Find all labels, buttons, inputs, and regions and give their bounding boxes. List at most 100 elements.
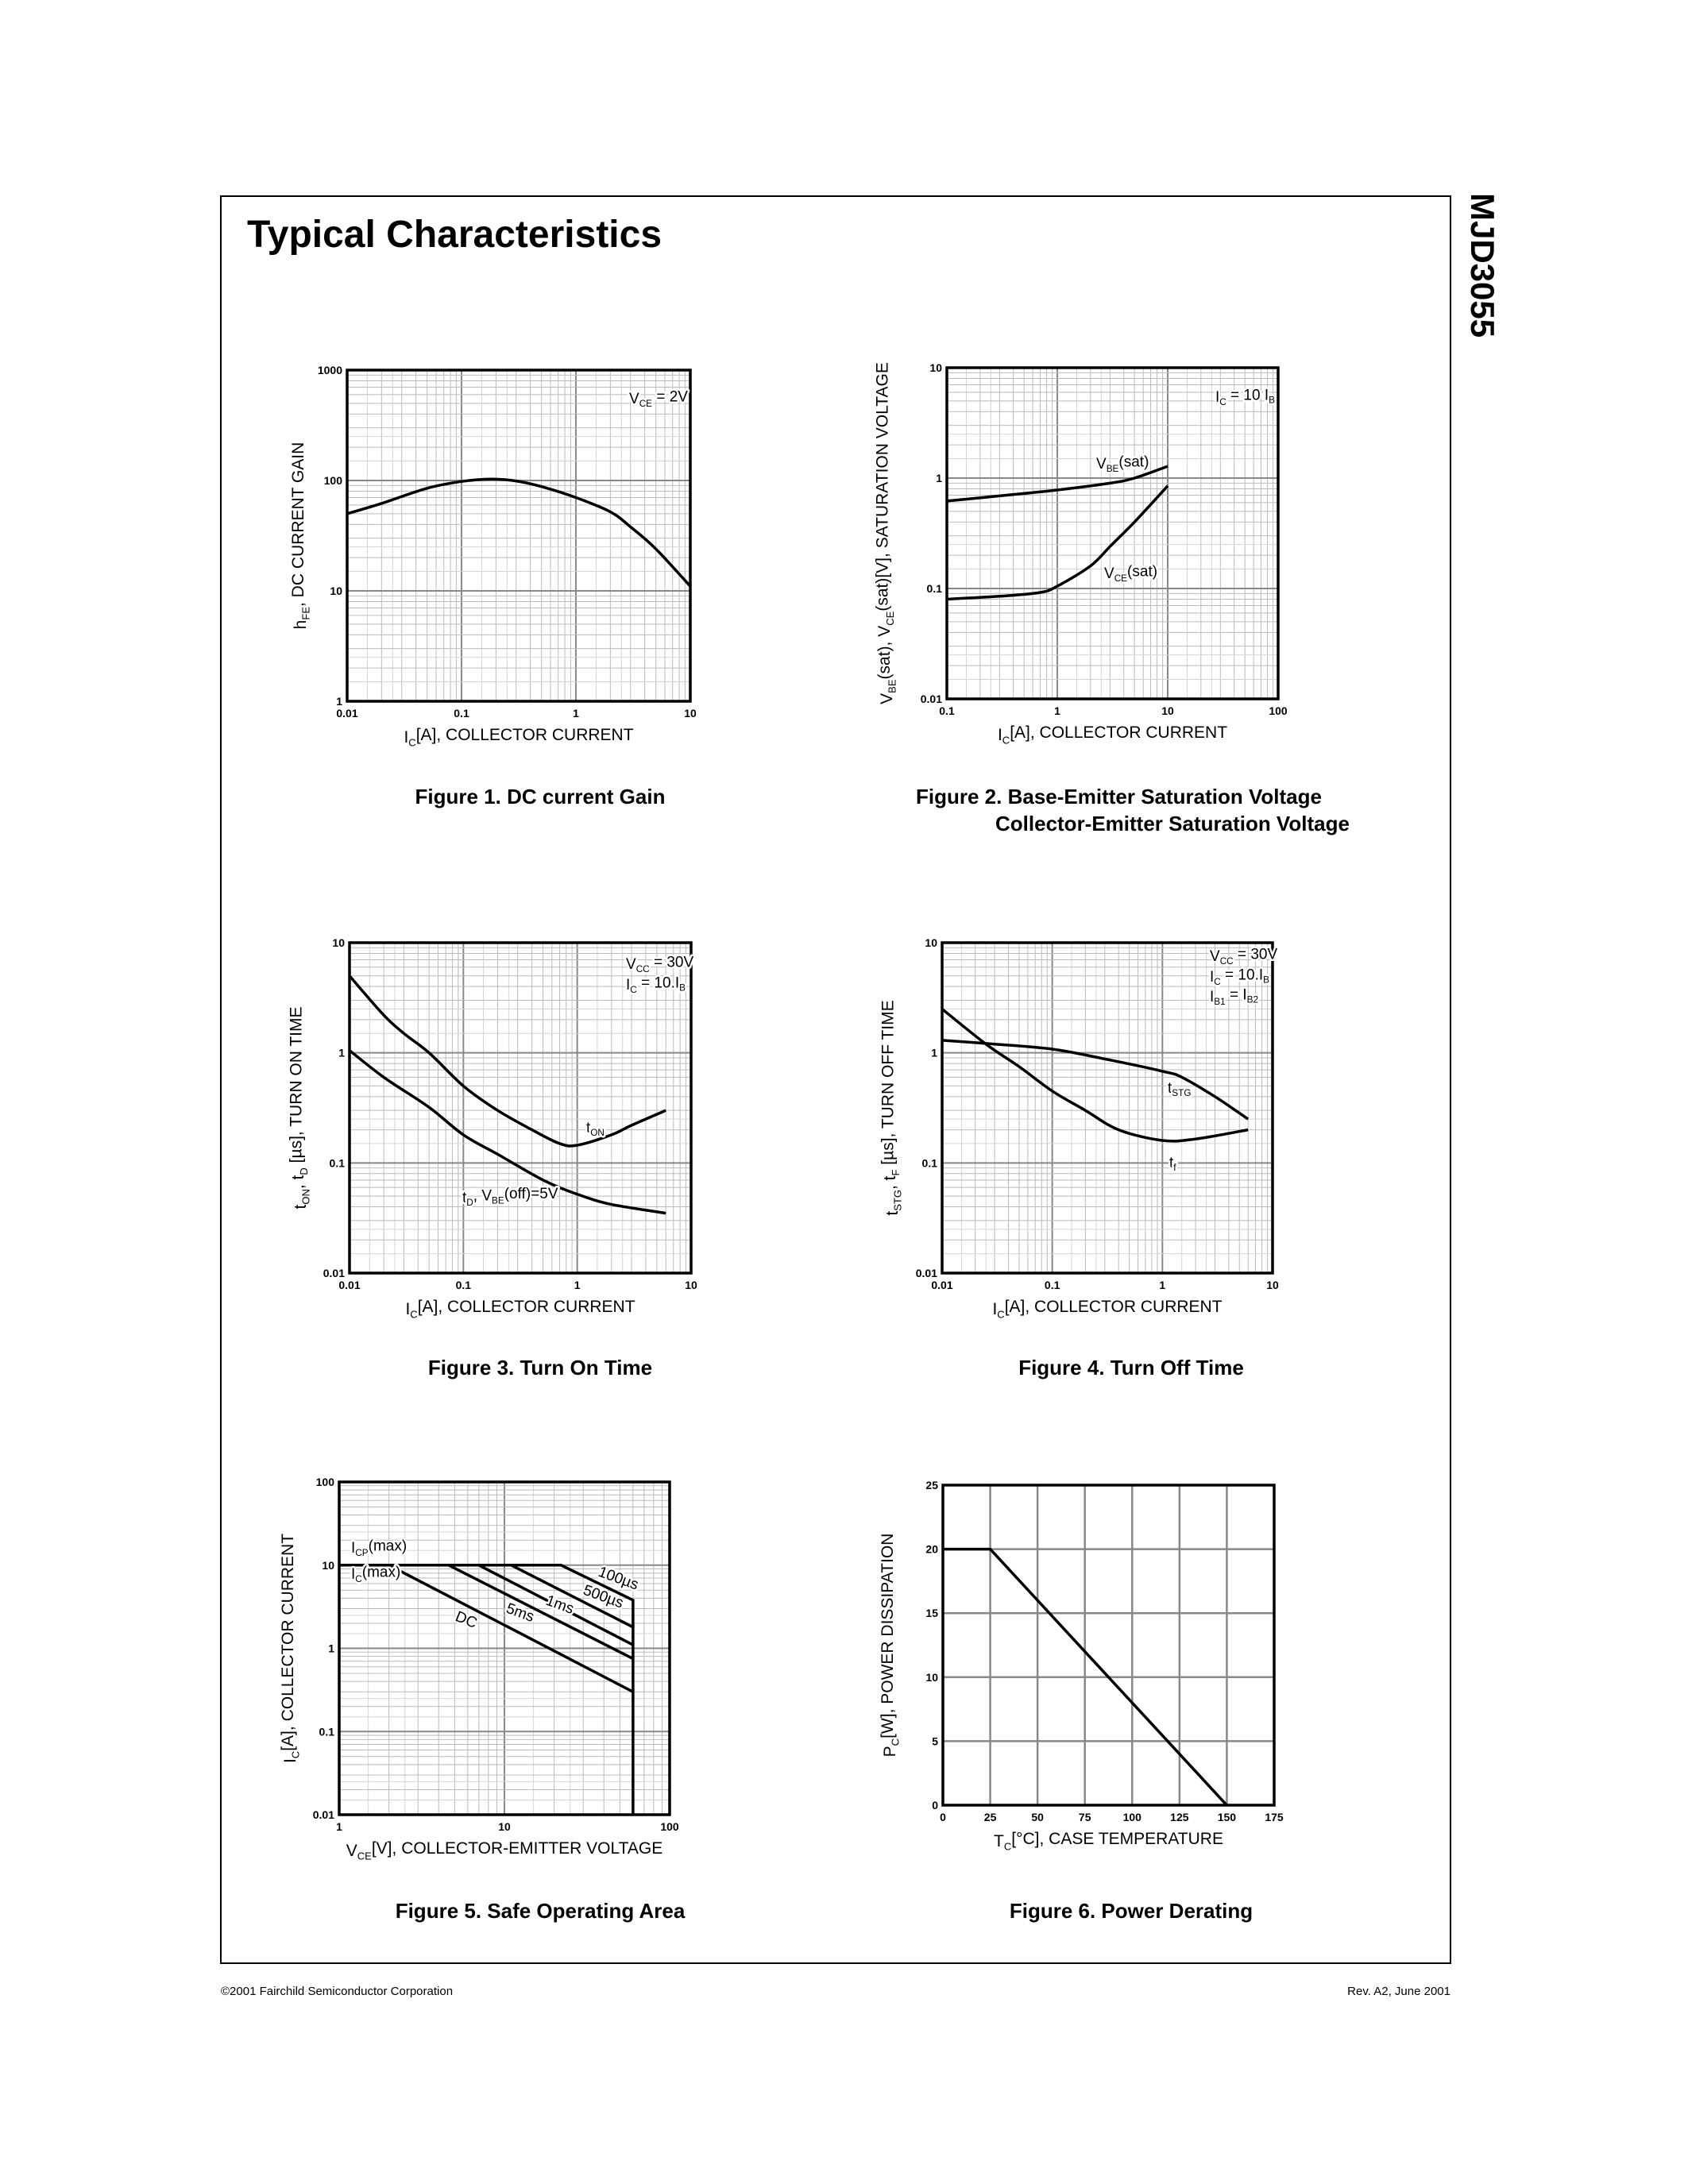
curve-annotation: tSTG bbox=[1168, 1080, 1191, 1098]
curve-annotation: VCC = 30V bbox=[1210, 946, 1277, 967]
text-run: [µs], TURN ON TIME bbox=[287, 1007, 305, 1168]
text-run: t bbox=[586, 1120, 591, 1136]
curve-annotation: IC = 10 IB bbox=[1215, 387, 1275, 407]
text-run: t bbox=[292, 1204, 310, 1209]
y-tick-label: 20 bbox=[925, 1543, 938, 1556]
x-tick-label: 1 bbox=[574, 1279, 581, 1291]
x-axis-label: IC[A], COLLECTOR CURRENT bbox=[998, 723, 1227, 746]
plot-grid bbox=[339, 1482, 670, 1815]
text-run: (off)=5V bbox=[504, 1186, 558, 1202]
text-run: [V], COLLECTOR-EMITTER VOLTAGE bbox=[372, 1839, 662, 1858]
x-tick-label: 0.01 bbox=[336, 707, 357, 720]
x-tick-label: 10 bbox=[685, 1279, 697, 1291]
series-curve-5 bbox=[388, 1564, 634, 1693]
text-run: DC bbox=[453, 1608, 479, 1632]
y-axis-label: hFE, DC CURRENT GAIN bbox=[289, 442, 311, 630]
y-tick-label: 10 bbox=[330, 585, 342, 597]
subscript: C bbox=[1219, 397, 1226, 407]
y-tick-label: 1000 bbox=[318, 364, 342, 376]
part-number: MJD3055 bbox=[1464, 193, 1501, 338]
text-run: t bbox=[462, 1190, 467, 1206]
text-run: I bbox=[1210, 989, 1214, 1005]
subscript: C bbox=[410, 1309, 417, 1321]
x-tick-label: 0.1 bbox=[939, 704, 955, 717]
x-axis-label: IC[A], COLLECTOR CURRENT bbox=[992, 1298, 1222, 1320]
x-tick-label: 0.1 bbox=[454, 707, 469, 720]
text-run: = I bbox=[1226, 986, 1247, 1003]
text-run: [A], COLLECTOR CURRENT bbox=[416, 726, 634, 744]
footer-revision: Rev. A2, June 2001 bbox=[1347, 1985, 1450, 1998]
subscript: ON bbox=[300, 1189, 312, 1205]
text-run: [W], POWER DISSIPATION bbox=[879, 1534, 897, 1738]
text-run: I bbox=[351, 1566, 355, 1583]
subscript: F bbox=[890, 1170, 902, 1176]
plot-grid bbox=[347, 370, 690, 701]
y-tick-label: 5 bbox=[932, 1734, 938, 1747]
figure-1: 0.01 0.1 1 10 1 10 100 1000 IC[A], COLLECTOR CUR… bbox=[289, 364, 697, 808]
text-run: [A], COLLECTOR CURRENT bbox=[1005, 1298, 1223, 1316]
subscript: C bbox=[890, 1738, 902, 1746]
subscript: BE bbox=[886, 679, 898, 693]
text-run: [°C], CASE TEMPERATURE bbox=[1011, 1830, 1223, 1848]
y-tick-label: 1 bbox=[336, 695, 342, 708]
text-run: I bbox=[992, 1300, 997, 1318]
subscript: BE bbox=[1107, 464, 1119, 474]
x-axis-label: IC[A], COLLECTOR CURRENT bbox=[405, 1298, 635, 1320]
curve-annotation: tON bbox=[586, 1120, 605, 1138]
y-tick-label: 1 bbox=[936, 472, 942, 484]
x-tick-label: 1 bbox=[1159, 1279, 1165, 1291]
x-tick-label: 0.1 bbox=[456, 1279, 472, 1291]
figure-5: 1 10 100 0.01 0.1 1 10 100 VCE[V], COLLECTOR-EMI… bbox=[279, 1476, 686, 1923]
subscript: STG bbox=[892, 1190, 904, 1211]
text-run: (sat), V bbox=[875, 626, 894, 680]
y-tick-label: 0.01 bbox=[916, 1267, 937, 1279]
y-tick-label: 1 bbox=[328, 1642, 334, 1655]
subscript: BE bbox=[492, 1196, 504, 1206]
curve-annotation: VCC = 30V bbox=[626, 954, 693, 974]
series-curve-2 bbox=[941, 1008, 1249, 1143]
plot-frame bbox=[941, 941, 1274, 1275]
text-run: V bbox=[1210, 948, 1220, 965]
y-tick-label: 10 bbox=[322, 1559, 334, 1572]
series-curve-4 bbox=[448, 1564, 634, 1661]
plot-grid bbox=[941, 1484, 1276, 1807]
y-tick-label: 15 bbox=[925, 1607, 938, 1619]
series-curve-1 bbox=[941, 1039, 1250, 1121]
text-run: = 2V bbox=[652, 388, 688, 405]
plot-frame bbox=[348, 941, 693, 1275]
y-tick-label: 0.01 bbox=[323, 1267, 345, 1279]
x-tick-label: 100 bbox=[1269, 704, 1288, 717]
subscript: C bbox=[408, 737, 415, 749]
curve-annotation: IC(max) bbox=[351, 1564, 400, 1584]
text-run: [A], COLLECTOR CURRENT bbox=[418, 1298, 635, 1316]
y-tick-label: 0.1 bbox=[922, 1156, 938, 1169]
text-run: , t bbox=[881, 1175, 899, 1190]
subscript: CE bbox=[639, 399, 652, 409]
x-tick-label: 0.01 bbox=[338, 1279, 360, 1291]
subscript: D bbox=[466, 1198, 473, 1208]
curve-annotation: ICP(max) bbox=[351, 1538, 407, 1558]
text-run: V bbox=[1104, 565, 1114, 582]
text-run: I bbox=[626, 977, 630, 994]
figure-caption: Figure 5. Safe Operating Area bbox=[396, 1899, 686, 1923]
y-tick-label: 0.01 bbox=[313, 1808, 334, 1821]
series-curve-2 bbox=[348, 1049, 666, 1215]
text-run: h bbox=[292, 620, 310, 630]
x-tick-label: 1 bbox=[336, 1820, 342, 1833]
text-run: t bbox=[1169, 1155, 1174, 1171]
series-curve-1 bbox=[946, 465, 1168, 503]
plot-frame bbox=[941, 1484, 1276, 1807]
subscript: FE bbox=[300, 607, 312, 620]
subscript: CC bbox=[1220, 956, 1234, 967]
series-curve-2 bbox=[510, 1564, 634, 1629]
x-tick-label: 10 bbox=[1161, 704, 1174, 717]
text-run: , t bbox=[289, 1175, 307, 1189]
figure-caption: Figure 4. Turn Off Time bbox=[1018, 1356, 1244, 1379]
text-run: = 10.I bbox=[637, 974, 679, 991]
y-tick-label: 0 bbox=[932, 1799, 938, 1812]
plot-grid bbox=[947, 368, 1278, 699]
subscript: CE bbox=[884, 611, 896, 625]
x-axis-label: VCE[V], COLLECTOR-EMITTER VOLTAGE bbox=[346, 1839, 663, 1862]
x-axis-label: IC[A], COLLECTOR CURRENT bbox=[404, 726, 633, 748]
